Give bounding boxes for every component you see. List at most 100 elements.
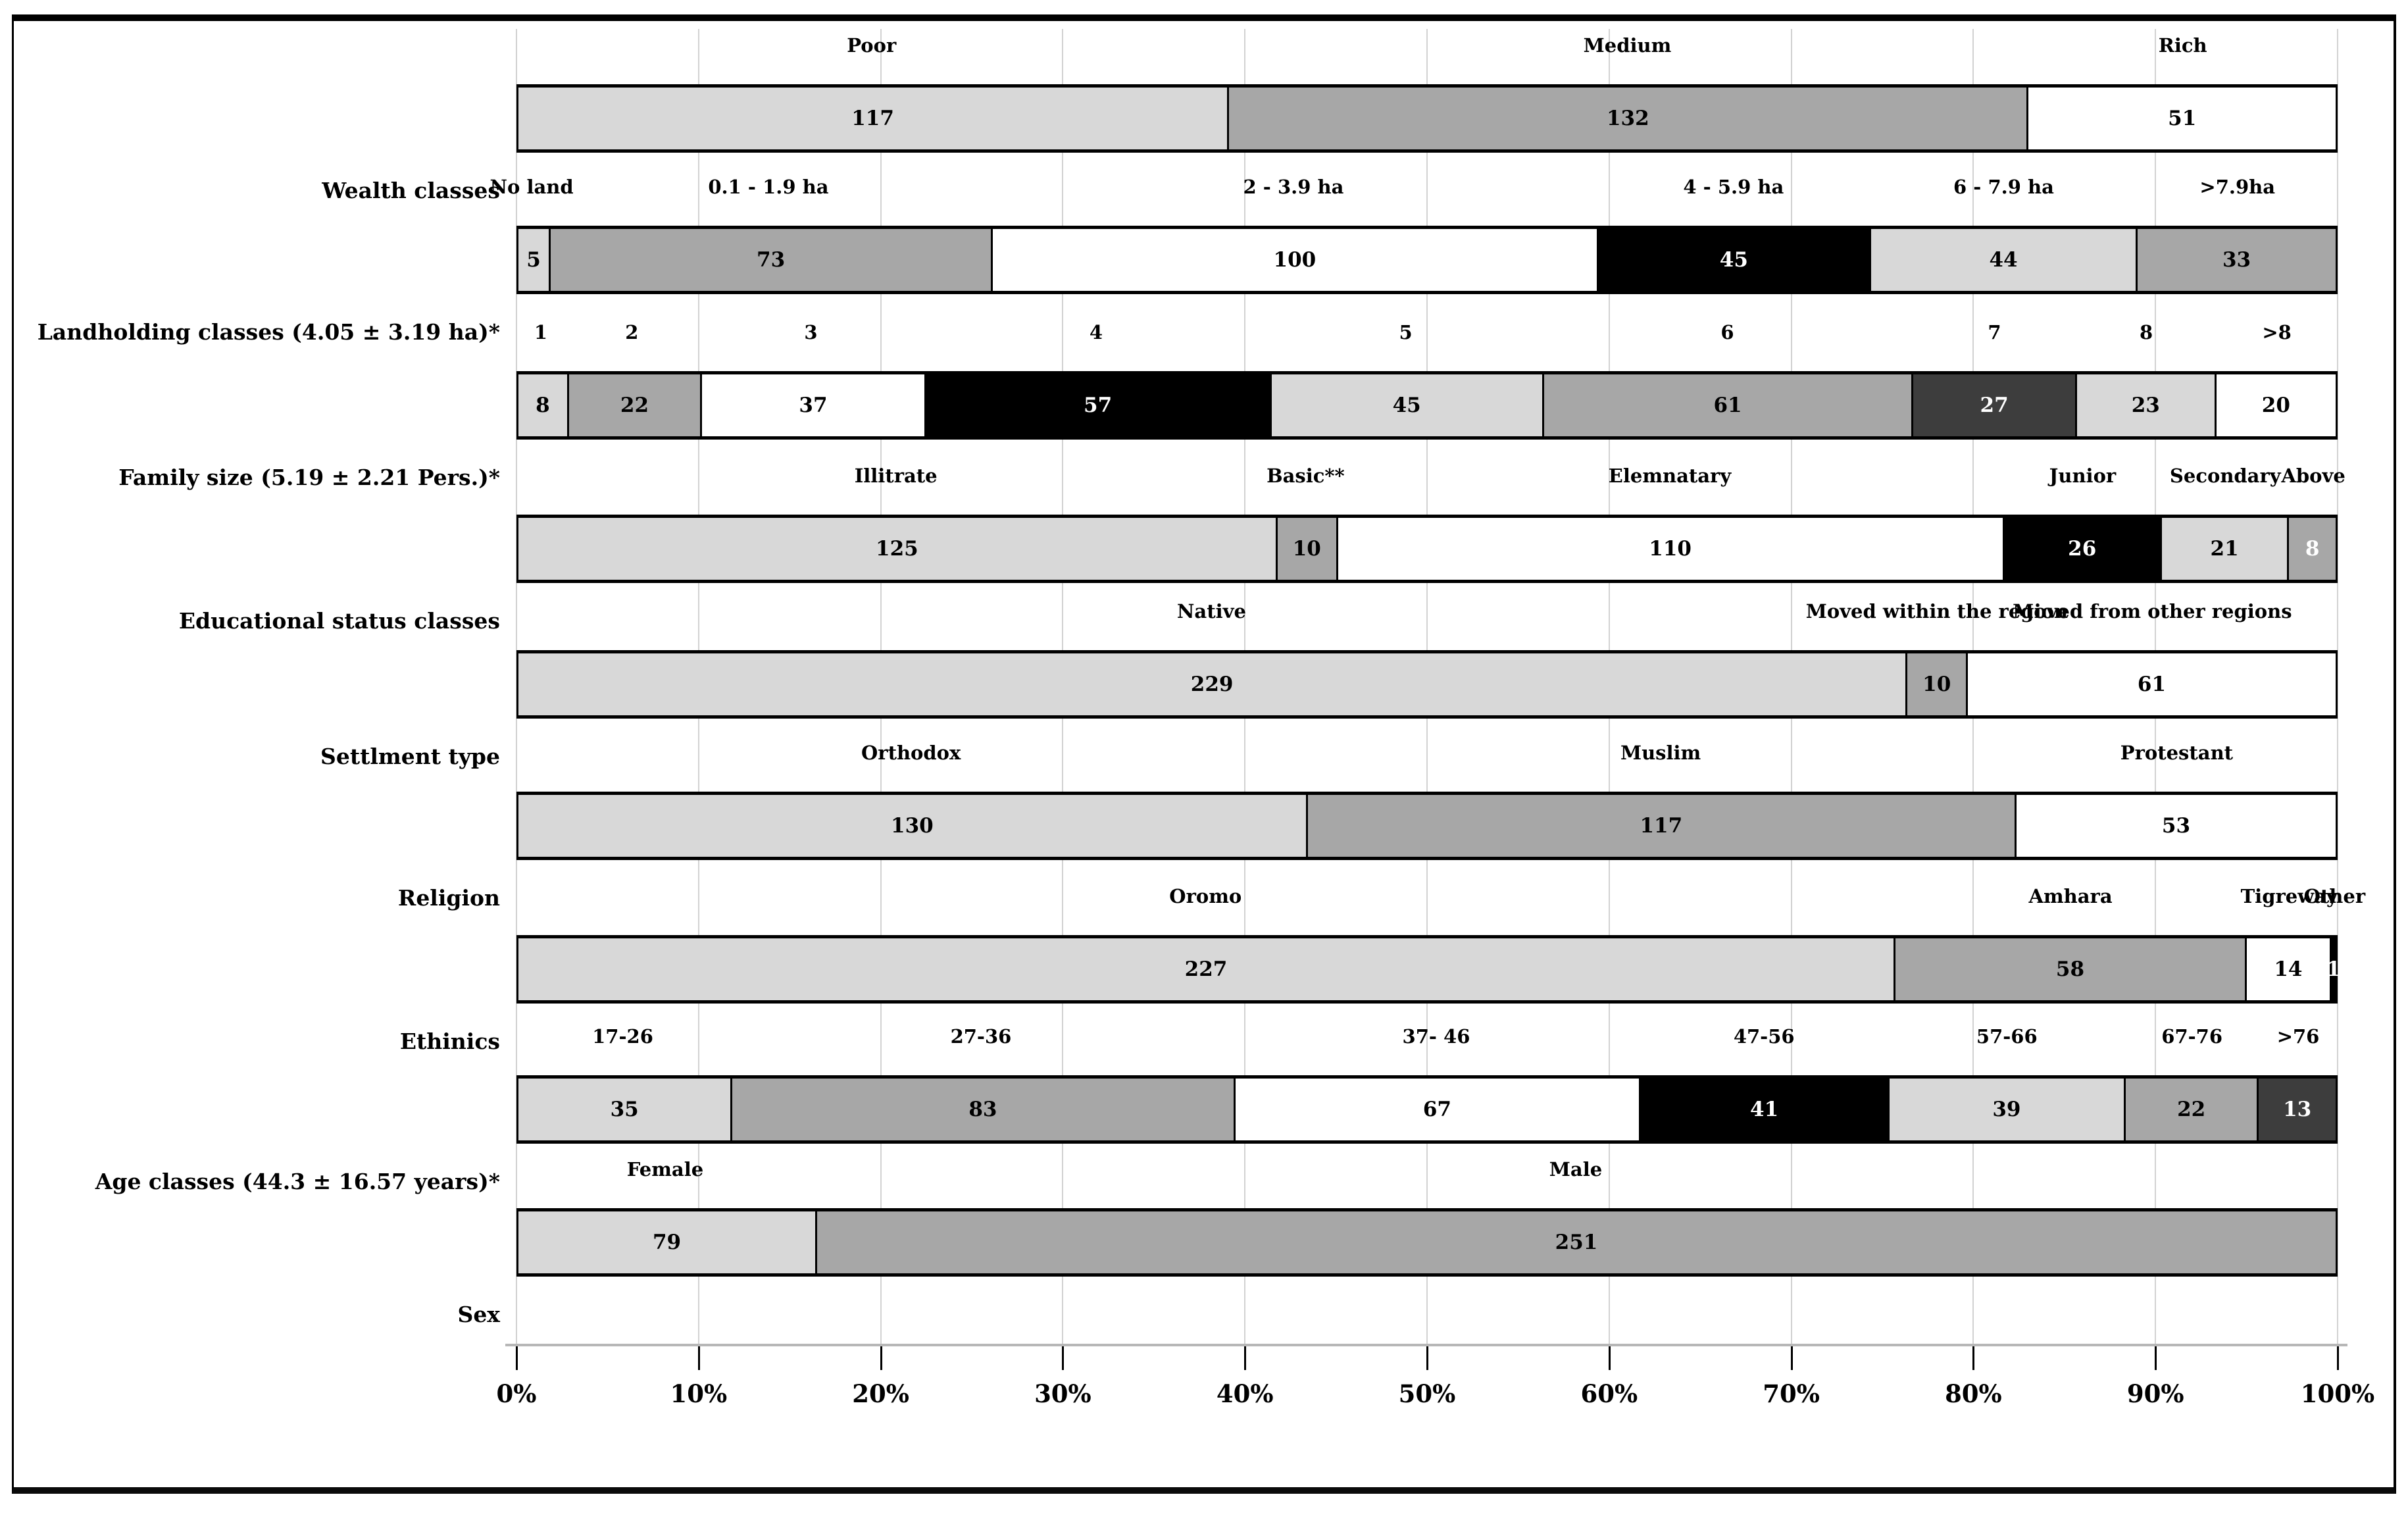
category-header-cell: No land xyxy=(490,143,574,198)
category-header-label: Basic** xyxy=(1267,465,1345,487)
bar-segment: 61 xyxy=(1542,374,1912,436)
category-header-row: 17-26 27-36 37- 46 47-56 57-66 67-76 >76 xyxy=(516,992,2338,1048)
category-header-label: Muslim xyxy=(1620,742,1701,764)
x-axis-tick xyxy=(1426,1346,1428,1370)
row-label: Settlment type xyxy=(320,743,500,769)
x-axis-tick xyxy=(2337,1346,2339,1370)
x-axis-tick-label: 100% xyxy=(2300,1379,2375,1408)
bar-segment: 21 xyxy=(2159,518,2288,580)
bar-segment: 58 xyxy=(1894,938,2245,1000)
bar-segment: 5 xyxy=(518,229,549,291)
bar-segment: 73 xyxy=(549,229,991,291)
bar-segment: 22 xyxy=(2123,1079,2257,1140)
x-axis-tick xyxy=(1972,1346,1975,1370)
segment-value: 8 xyxy=(2305,537,2320,561)
category-header-cell: 7 xyxy=(1913,288,2076,343)
segment-value: 132 xyxy=(1606,107,1649,130)
bar-segment: 33 xyxy=(2136,229,2336,291)
category-header-label: 6 xyxy=(1720,321,1734,343)
category-header-label: Native xyxy=(1176,600,1246,623)
category-header-label: Above xyxy=(2281,465,2345,487)
segment-value: 51 xyxy=(2168,107,2197,130)
x-axis-tick xyxy=(1790,1346,1793,1370)
category-header-row: Native Moved within the region Moved from … xyxy=(516,567,2338,623)
category-header-cell: 57-66 xyxy=(1888,992,2125,1048)
segment-value: 27 xyxy=(1980,394,2009,417)
category-header-label: 67-76 xyxy=(2161,1025,2223,1048)
category-header-label: 2 - 3.9 ha xyxy=(1243,176,1344,198)
category-header-row: Orthodox Muslim Protestant xyxy=(516,709,2338,764)
bar-segment: 117 xyxy=(1305,795,2015,857)
segment-value: 117 xyxy=(851,107,894,130)
category-header-cell: 3 xyxy=(699,288,923,343)
x-axis-tick-label: 40% xyxy=(1216,1379,1274,1408)
category-header-cell: Poor xyxy=(516,1,1227,57)
category-header-label: 7 xyxy=(1988,321,2001,343)
segment-value: 22 xyxy=(2177,1098,2206,1121)
category-header-cell: Orthodox xyxy=(516,709,1305,764)
bar-segment: 35 xyxy=(518,1079,731,1140)
category-header-label: 37- 46 xyxy=(1402,1025,1470,1048)
category-header-cell: >8 xyxy=(2216,288,2338,343)
x-axis-tick xyxy=(516,1346,518,1370)
stacked-bar: 227 58 14 1 xyxy=(516,935,2341,1004)
row-label: Sex xyxy=(457,1301,500,1327)
category-header-row: Oromo Amhara Tigreway Other xyxy=(516,852,2365,907)
segment-value: 39 xyxy=(1992,1098,2021,1121)
bar-segment: 100 xyxy=(991,229,1597,291)
category-header-label: 57-66 xyxy=(1976,1025,2038,1048)
category-header-cell: 8 xyxy=(2076,288,2216,343)
category-header-cell: Male xyxy=(814,1125,2338,1181)
stacked-bar: 125 10 110 26 21 8 xyxy=(516,515,2338,583)
row-label: Ethinics xyxy=(399,1028,500,1054)
segment-value: 35 xyxy=(610,1098,639,1121)
category-header-cell: Illitrate xyxy=(516,432,1275,487)
category-header-cell: Rich xyxy=(2028,1,2338,57)
bar-segment: 1 xyxy=(2326,938,2341,1000)
x-axis-tick xyxy=(697,1346,700,1370)
category-header-label: Orthodox xyxy=(861,742,961,764)
category-header-row: 1 2 3 4 5 6 7 8 >8 xyxy=(516,288,2338,343)
bar-segment: 45 xyxy=(1269,374,1542,436)
bar-segment: 13 xyxy=(2257,1079,2336,1140)
segment-value: 21 xyxy=(2210,537,2239,561)
segment-value: 26 xyxy=(2068,537,2097,561)
category-header-cell: 6 xyxy=(1542,288,1913,343)
category-header-cell: Amhara xyxy=(1895,852,2247,907)
x-axis-tick xyxy=(880,1346,882,1370)
category-header-cell: Other xyxy=(2304,852,2365,907)
bar-segment: 10 xyxy=(1905,653,1967,715)
bar-segment: 8 xyxy=(2287,518,2336,580)
category-header-cell: 4 xyxy=(923,288,1269,343)
segment-value: 227 xyxy=(1184,957,1228,981)
stacked-bar: 8 22 37 57 45 61 27 23 20 xyxy=(516,371,2338,440)
category-header-row: No land 0.1 - 1.9 ha 2 - 3.9 ha 4 - 5.9 ha 6… xyxy=(490,143,2338,198)
category-header-cell: 2 xyxy=(565,288,699,343)
segment-value: 44 xyxy=(1989,248,2018,272)
bar-segment: 227 xyxy=(518,938,1894,1000)
bar-segment: 61 xyxy=(1966,653,2336,715)
bar-segment: 57 xyxy=(924,374,1270,436)
x-axis-tick-label: 10% xyxy=(670,1379,728,1408)
segment-value: 110 xyxy=(1649,537,1692,561)
row-label: Landholding classes (4.05 ± 3.19 ha)* xyxy=(37,318,500,345)
category-header-label: 8 xyxy=(2140,321,2153,343)
segment-value: 67 xyxy=(1422,1098,1451,1121)
category-header-label: 0.1 - 1.9 ha xyxy=(708,176,829,198)
category-header-cell: Oromo xyxy=(516,852,1895,907)
bar-segment: 14 xyxy=(2244,938,2330,1000)
x-axis-tick-label: 60% xyxy=(1580,1379,1638,1408)
category-header-label: Female xyxy=(626,1158,704,1181)
bar-segment: 110 xyxy=(1336,518,2003,580)
segment-value: 130 xyxy=(891,814,934,838)
category-header-label: Junior xyxy=(2049,465,2117,487)
x-axis-tick-label: 30% xyxy=(1034,1379,1091,1408)
row-label: Age classes (44.3 ± 16.57 years)* xyxy=(95,1168,500,1194)
segment-value: 79 xyxy=(652,1231,682,1254)
segment-value: 10 xyxy=(1922,673,1951,696)
x-axis-tick-label: 20% xyxy=(852,1379,909,1408)
category-header-cell: Elemnatary xyxy=(1336,432,2004,487)
stacked-bar: 130 117 53 xyxy=(516,792,2338,860)
bar-segment: 8 xyxy=(518,374,567,436)
category-header-label: Male xyxy=(1549,1158,1603,1181)
